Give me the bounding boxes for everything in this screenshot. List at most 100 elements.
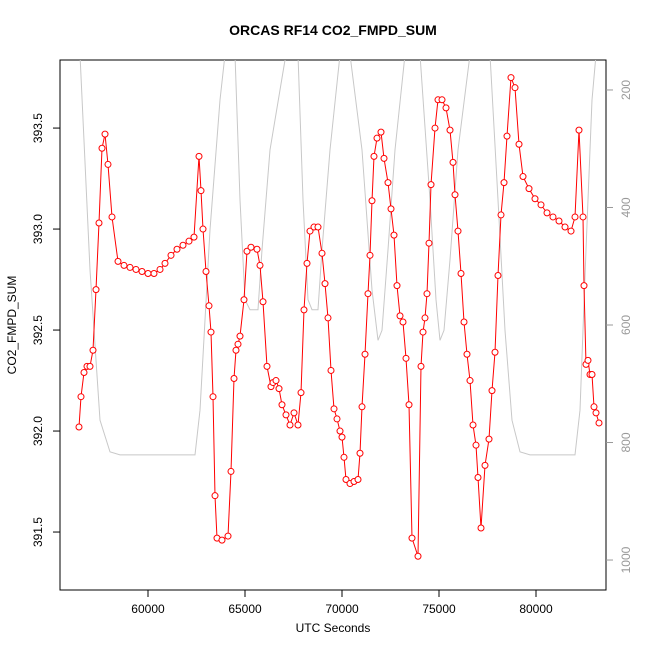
- data-point: [571, 213, 579, 221]
- chart-title: ORCAS RF14 CO2_FMPD_SUM: [229, 22, 437, 38]
- data-point: [373, 134, 381, 142]
- data-point: [114, 257, 122, 265]
- data-point: [525, 185, 533, 193]
- data-point: [380, 154, 388, 162]
- y-tick-label: 393.0: [31, 214, 45, 244]
- data-point: [227, 467, 235, 475]
- y2-tick-label: 400: [619, 197, 633, 217]
- data-point: [497, 211, 505, 219]
- series-line: [79, 60, 597, 456]
- data-point: [314, 223, 322, 231]
- data-point: [507, 74, 515, 82]
- data-point: [451, 191, 459, 199]
- data-point: [294, 421, 302, 429]
- data-point: [75, 423, 83, 431]
- data-point: [399, 318, 407, 326]
- data-point: [95, 219, 103, 227]
- y-tick-label: 392.5: [31, 315, 45, 345]
- data-point: [161, 259, 169, 267]
- data-point: [580, 282, 588, 290]
- data-point: [108, 213, 116, 221]
- data-point: [167, 251, 175, 259]
- data-point: [368, 197, 376, 205]
- data-point: [92, 286, 100, 294]
- data-point: [138, 267, 146, 275]
- data-point: [366, 251, 374, 259]
- data-point: [263, 362, 271, 370]
- data-point: [197, 187, 205, 195]
- data-point: [438, 96, 446, 104]
- data-point: [549, 213, 557, 221]
- data-point: [327, 366, 335, 374]
- data-point: [472, 441, 480, 449]
- data-point: [101, 130, 109, 138]
- data-point: [442, 104, 450, 112]
- data-point: [156, 265, 164, 273]
- data-point: [390, 231, 398, 239]
- data-point: [336, 427, 344, 435]
- data-point: [485, 435, 493, 443]
- data-point: [338, 433, 346, 441]
- data-point: [555, 217, 563, 225]
- data-point: [199, 225, 207, 233]
- data-point: [98, 144, 106, 152]
- data-point: [243, 247, 251, 255]
- data-point: [126, 263, 134, 271]
- data-point: [275, 385, 283, 393]
- data-point: [588, 370, 596, 378]
- data-point: [494, 272, 502, 280]
- plot-area: [75, 60, 603, 560]
- data-point: [247, 243, 255, 251]
- data-point: [173, 245, 181, 253]
- data-point: [211, 492, 219, 500]
- data-point: [419, 328, 427, 336]
- data-point: [423, 290, 431, 298]
- data-point: [515, 140, 523, 148]
- data-point: [77, 393, 85, 401]
- data-point: [104, 160, 112, 168]
- x-tick-label: 70000: [325, 602, 359, 616]
- data-point: [224, 532, 232, 540]
- data-point: [405, 401, 413, 409]
- data-point: [150, 269, 158, 277]
- data-point: [205, 302, 213, 310]
- data-point: [561, 223, 569, 231]
- data-point: [519, 173, 527, 181]
- x-tick-label: 60000: [131, 602, 165, 616]
- data-point: [290, 409, 298, 417]
- data-point: [500, 179, 508, 187]
- data-point: [537, 201, 545, 209]
- data-point: [209, 393, 217, 401]
- y2-tick-label: 1000: [619, 546, 633, 573]
- data-point: [402, 354, 410, 362]
- data-point: [207, 328, 215, 336]
- data-point: [132, 265, 140, 273]
- data-point: [256, 261, 264, 269]
- data-point: [259, 298, 267, 306]
- data-point: [567, 227, 575, 235]
- data-point: [232, 346, 240, 354]
- data-point: [202, 267, 210, 275]
- data-point: [579, 213, 587, 221]
- x-tick-label: 75000: [422, 602, 456, 616]
- data-point: [543, 209, 551, 217]
- data-point: [446, 126, 454, 134]
- data-point: [595, 419, 603, 427]
- data-point: [592, 409, 600, 417]
- data-point: [393, 282, 401, 290]
- data-point: [463, 350, 471, 358]
- data-point: [474, 473, 482, 481]
- data-point: [466, 377, 474, 385]
- data-point: [354, 476, 362, 484]
- data-point: [185, 237, 193, 245]
- data-point: [190, 233, 198, 241]
- data-point: [236, 332, 244, 340]
- data-point: [414, 552, 422, 560]
- data-point: [278, 401, 286, 409]
- data-point: [584, 356, 592, 364]
- data-point: [387, 205, 395, 213]
- data-point: [417, 362, 425, 370]
- y2-tick-label: 200: [619, 80, 633, 100]
- data-point: [240, 296, 248, 304]
- data-point: [272, 377, 280, 385]
